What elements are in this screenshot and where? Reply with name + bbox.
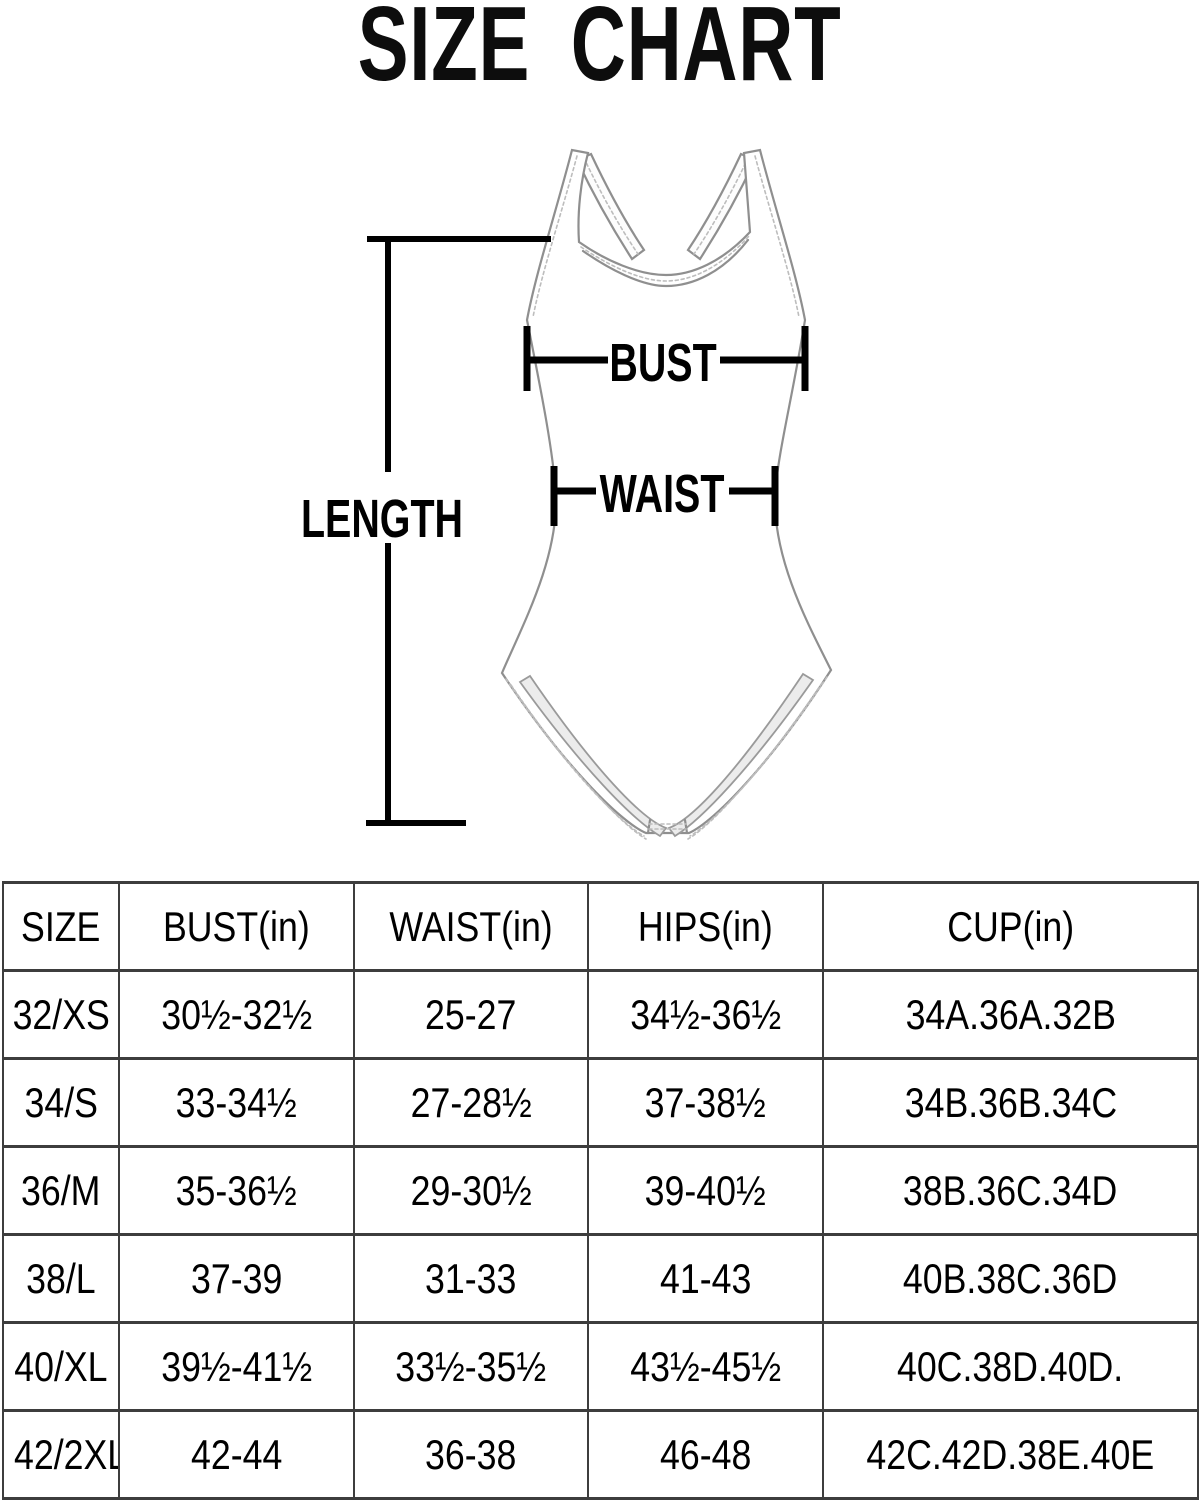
cell-bust-value: 42-44 (190, 1430, 283, 1478)
col-header-waist-label: WAIST(in) (389, 902, 553, 950)
table-header-row: SIZE BUST(in) WAIST(in) HIPS(in) CUP(in) (2, 881, 1199, 972)
swimsuit-illustration (500, 148, 833, 840)
waist-label: WAIST (600, 464, 725, 525)
cell-size-value: 36/M (21, 1166, 101, 1214)
cell-hips-value: 43½-45½ (630, 1342, 781, 1390)
cell-size-value: 32/XS (12, 990, 110, 1038)
cell-waist: 33½-35½ (353, 1321, 589, 1412)
col-header-size-label: SIZE (21, 902, 101, 950)
cell-bust: 37-39 (118, 1233, 355, 1324)
cell-waist-value: 31-33 (425, 1254, 517, 1302)
measurement-lines (366, 236, 809, 826)
cell-bust-value: 30½-32½ (161, 990, 312, 1038)
col-header-waist: WAIST(in) (353, 881, 589, 972)
cell-cup: 42C.42D.38E.40E (822, 1409, 1199, 1500)
cell-bust-value: 33-34½ (175, 1078, 298, 1126)
cell-size: 38/L (2, 1233, 120, 1324)
col-header-hips: HIPS(in) (587, 881, 824, 972)
measurement-diagram: LENGTH BUST WAIST (301, 148, 833, 840)
cell-hips: 39-40½ (587, 1145, 824, 1236)
col-header-hips-label: HIPS(in) (638, 902, 773, 950)
cell-waist: 25-27 (353, 969, 589, 1060)
cell-cup-value: 34A.36A.32B (905, 990, 1116, 1038)
length-measure-line (366, 236, 551, 826)
cell-size-value: 40/XL (14, 1342, 108, 1390)
cell-waist-value: 27-28½ (410, 1078, 532, 1126)
cell-waist: 31-33 (353, 1233, 589, 1324)
col-header-size: SIZE (2, 881, 120, 972)
cell-hips: 43½-45½ (587, 1321, 824, 1412)
cell-bust-value: 39½-41½ (161, 1342, 312, 1390)
cell-size: 40/XL (2, 1321, 120, 1412)
cell-size: 32/XS (2, 969, 120, 1060)
table-row: 40/XL 39½-41½ 33½-35½ 43½-45½ 40C.38D.40… (2, 1321, 1199, 1412)
cell-bust: 39½-41½ (118, 1321, 355, 1412)
page-title: SIZE CHART (357, 0, 842, 103)
cell-size: 36/M (2, 1145, 120, 1236)
size-chart-table: SIZE BUST(in) WAIST(in) HIPS(in) CUP(in)… (2, 881, 1199, 1500)
cell-bust: 35-36½ (118, 1145, 355, 1236)
cell-cup: 38B.36C.34D (822, 1145, 1199, 1236)
cell-bust-value: 35-36½ (175, 1166, 298, 1214)
cell-waist-value: 29-30½ (410, 1166, 532, 1214)
cell-waist-value: 25-27 (425, 990, 517, 1038)
cell-size-value: 42/2XL (13, 1430, 119, 1478)
table-row: 36/M 35-36½ 29-30½ 39-40½ 38B.36C.34D (2, 1145, 1199, 1236)
cell-waist: 36-38 (353, 1409, 589, 1500)
cell-cup: 34A.36A.32B (822, 969, 1199, 1060)
cell-hips: 34½-36½ (587, 969, 824, 1060)
length-label: LENGTH (301, 489, 463, 550)
cell-hips: 46-48 (587, 1409, 824, 1500)
cell-bust: 42-44 (118, 1409, 355, 1500)
table-row: 38/L 37-39 31-33 41-43 40B.38C.36D (2, 1233, 1199, 1324)
cell-hips-value: 41-43 (659, 1254, 752, 1302)
cell-waist: 27-28½ (353, 1057, 589, 1148)
cell-waist: 29-30½ (353, 1145, 589, 1236)
bust-measure-line (523, 326, 809, 391)
cell-cup: 34B.36B.34C (822, 1057, 1199, 1148)
cell-bust-value: 37-39 (190, 1254, 283, 1302)
cell-hips: 41-43 (587, 1233, 824, 1324)
cell-cup-value: 40C.38D.40D. (897, 1342, 1124, 1390)
cell-cup-value: 42C.42D.38E.40E (866, 1430, 1155, 1478)
col-header-cup: CUP(in) (822, 881, 1199, 972)
cell-size-value: 34/S (24, 1078, 98, 1126)
cell-hips-value: 39-40½ (644, 1166, 767, 1214)
cell-size: 42/2XL (2, 1409, 120, 1500)
cell-cup-value: 34B.36B.34C (904, 1078, 1117, 1126)
cell-cup: 40C.38D.40D. (822, 1321, 1199, 1412)
bust-label: BUST (609, 333, 716, 394)
racerback-strap-left (575, 152, 646, 261)
cell-size: 34/S (2, 1057, 120, 1148)
cell-waist-value: 33½-35½ (395, 1342, 547, 1390)
racerback-strap-right (686, 152, 757, 261)
cell-waist-value: 36-38 (425, 1430, 517, 1478)
cell-hips-value: 37-38½ (644, 1078, 767, 1126)
cell-bust: 30½-32½ (118, 969, 355, 1060)
col-header-cup-label: CUP(in) (947, 902, 1074, 950)
cell-cup-value: 40B.38C.36D (903, 1254, 1118, 1302)
cell-bust: 33-34½ (118, 1057, 355, 1148)
cell-cup: 40B.38C.36D (822, 1233, 1199, 1324)
table-row: 34/S 33-34½ 27-28½ 37-38½ 34B.36B.34C (2, 1057, 1199, 1148)
col-header-bust-label: BUST(in) (163, 902, 310, 950)
cell-cup-value: 38B.36C.34D (903, 1166, 1118, 1214)
cell-hips: 37-38½ (587, 1057, 824, 1148)
cell-size-value: 38/L (26, 1254, 96, 1302)
table-row: 42/2XL 42-44 36-38 46-48 42C.42D.38E.40E (2, 1409, 1199, 1500)
waist-measure-line (550, 466, 779, 526)
col-header-bust: BUST(in) (118, 881, 355, 972)
table-row: 32/XS 30½-32½ 25-27 34½-36½ 34A.36A.32B (2, 969, 1199, 1060)
cell-hips-value: 46-48 (659, 1430, 752, 1478)
cell-hips-value: 34½-36½ (630, 990, 781, 1038)
